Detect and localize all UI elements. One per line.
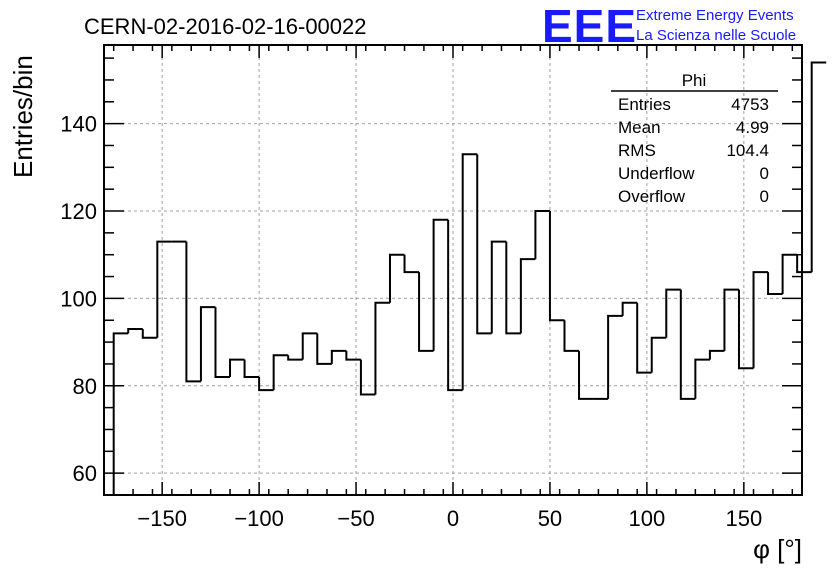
histogram-bin	[708, 349, 725, 360]
histogram-bin	[388, 253, 405, 303]
histogram-bin	[112, 332, 129, 495]
y-tick-label: 140	[60, 112, 97, 137]
histogram-bin	[287, 355, 303, 361]
histogram-bin	[272, 354, 289, 391]
y-tick-label: 120	[60, 199, 97, 224]
histogram-bin	[359, 359, 376, 396]
logo-line-2: La Scienza nelle Scuole	[636, 27, 796, 44]
x-tick-label: −150	[137, 506, 187, 531]
histogram-bin	[723, 288, 739, 351]
histogram-bin	[476, 154, 492, 335]
stats-rows: Entries 4753 Mean 4.99 RMS 104.4 Underflow 0 Ove…	[618, 95, 769, 206]
histogram-bin	[243, 359, 260, 379]
y-tick-label: 100	[60, 286, 97, 311]
stats-name: Phi	[682, 71, 707, 90]
histogram-bin	[185, 241, 201, 383]
histogram-bin	[301, 332, 318, 360]
histogram-bin	[199, 306, 216, 382]
histogram-bin	[505, 241, 521, 335]
histogram-bin	[636, 302, 652, 374]
eee-logo-mark: EEE	[542, 0, 637, 52]
histogram-bin	[229, 358, 245, 378]
histogram-bin	[403, 254, 420, 274]
histogram-bin	[345, 350, 361, 361]
stats-row-value: 0	[760, 164, 769, 183]
histogram-bin	[418, 272, 434, 352]
stats-row-label: Mean	[618, 118, 661, 137]
histogram-bin	[737, 289, 754, 370]
histogram-bin	[127, 327, 143, 334]
chart-title: CERN-02-2016-02-16-00022	[84, 14, 367, 39]
histogram-bin	[810, 61, 827, 273]
histogram-bin	[519, 258, 536, 334]
eee-logo: EEE Extreme Energy Events La Scienza nel…	[542, 0, 796, 52]
histogram-bin	[461, 153, 478, 391]
stats-row-value: 104.4	[726, 141, 769, 160]
x-tick-label: 50	[538, 506, 562, 531]
histogram-bin	[563, 320, 580, 352]
x-tick-label: 150	[725, 506, 762, 531]
histogram-bin	[374, 301, 390, 395]
histogram-bin	[330, 349, 347, 364]
histogram-bin	[258, 377, 274, 392]
histogram-bin	[650, 336, 667, 373]
histogram-bin	[796, 254, 812, 274]
stats-row-value: 4.99	[736, 118, 769, 137]
histogram-bin	[432, 218, 449, 351]
tick-labels: −150 −100 −50 0 50 100 150 60 80 100 120 140	[60, 112, 762, 531]
histogram-bin	[767, 272, 783, 296]
x-tick-label: 100	[629, 506, 666, 531]
histogram-bin	[316, 333, 332, 365]
stats-box: Phi Entries 4753 Mean 4.99 RMS 104.4 Underflow…	[611, 71, 778, 206]
histogram-bin	[694, 358, 710, 399]
histogram-bin	[534, 210, 550, 260]
histogram-bin	[665, 288, 681, 338]
histogram-bin	[214, 307, 231, 379]
histogram-bin	[548, 211, 565, 322]
stats-row-value: 0	[760, 187, 769, 206]
grid-lines	[104, 45, 802, 495]
stats-row-label: RMS	[618, 141, 656, 160]
histogram-bin	[447, 219, 463, 392]
plot-frame	[103, 44, 803, 496]
y-axis-label: Entries/bin	[8, 55, 38, 178]
histogram-bin	[578, 350, 594, 400]
stats-row-label: Overflow	[618, 187, 686, 206]
stats-row-label: Entries	[618, 95, 671, 114]
histogram-bin	[781, 253, 798, 295]
histogram-bin	[490, 240, 507, 334]
histogram-bin	[679, 289, 696, 400]
histogram-bin	[621, 301, 638, 316]
logo-line-1: Extreme Energy Events	[636, 7, 794, 24]
x-tick-label: −50	[337, 506, 374, 531]
y-tick-label: 80	[73, 374, 97, 399]
x-tick-label: 0	[447, 506, 459, 531]
histogram-bin	[141, 328, 158, 339]
histogram-bars	[112, 61, 827, 495]
histogram-bin	[607, 314, 623, 399]
y-tick-label: 60	[73, 461, 97, 486]
stats-row-label: Underflow	[618, 164, 695, 183]
histogram-bin	[752, 271, 769, 369]
x-axis-label: φ [°]	[753, 534, 802, 564]
histogram-bin	[156, 240, 172, 338]
stats-row-value: 4753	[731, 95, 769, 114]
x-tick-label: −100	[234, 506, 284, 531]
